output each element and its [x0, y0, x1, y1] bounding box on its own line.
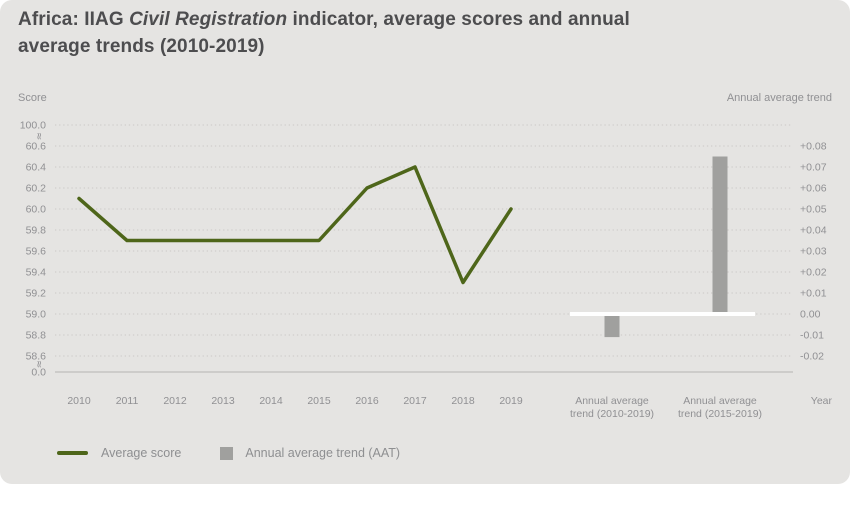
legend-line-swatch	[57, 451, 88, 455]
svg-text:59.8: 59.8	[26, 225, 47, 237]
svg-text:60.4: 60.4	[26, 162, 47, 174]
svg-text:+0.03: +0.03	[800, 246, 827, 258]
svg-text:≈: ≈	[33, 132, 44, 140]
svg-text:58.6: 58.6	[26, 351, 47, 363]
legend-aat-label: Annual average trend (AAT)	[245, 446, 401, 460]
title-prefix: Africa: IIAG	[18, 9, 130, 30]
svg-text:59.6: 59.6	[26, 246, 47, 258]
chart-plot-area: 100.0 60.6 60.4 60.2 60.0 59.8 59.6 59.4 59.2 59.…	[20, 120, 833, 421]
svg-text:58.8: 58.8	[26, 330, 47, 342]
chart-title: Africa: IIAG Civil Registration indicato…	[18, 6, 718, 60]
svg-text:+0.02: +0.02	[800, 267, 827, 279]
svg-text:-0.01: -0.01	[800, 330, 824, 342]
left-axis-caption: Score	[18, 92, 47, 104]
title-line2: average trends (2010-2019)	[18, 36, 265, 57]
svg-text:+0.08: +0.08	[800, 141, 827, 153]
svg-text:2011: 2011	[116, 395, 139, 407]
svg-text:100.0: 100.0	[20, 120, 46, 132]
svg-text:+0.06: +0.06	[800, 183, 827, 195]
svg-text:-0.02: -0.02	[800, 351, 824, 363]
title-suffix: indicator, average scores and annual	[287, 9, 630, 30]
svg-text:2013: 2013	[211, 395, 235, 407]
svg-text:2014: 2014	[259, 395, 283, 407]
svg-text:59.4: 59.4	[26, 267, 47, 279]
title-italic: Civil Registration	[129, 9, 288, 30]
legend: Average score Annual average trend (AAT)	[57, 444, 400, 462]
svg-text:60.0: 60.0	[26, 204, 47, 216]
svg-text:60.6: 60.6	[26, 141, 47, 153]
svg-text:2018: 2018	[451, 395, 475, 407]
svg-text:2015: 2015	[307, 395, 331, 407]
svg-text:+0.05: +0.05	[800, 204, 827, 216]
svg-text:+0.04: +0.04	[800, 225, 827, 237]
svg-text:2016: 2016	[355, 395, 379, 407]
svg-text:+0.01: +0.01	[800, 288, 827, 300]
svg-text:59.2: 59.2	[26, 288, 47, 300]
legend-bar-swatch	[220, 446, 234, 460]
svg-text:0.00: 0.00	[800, 309, 821, 321]
right-axis-caption: Annual average trend	[726, 92, 832, 104]
svg-text:+0.07: +0.07	[800, 162, 827, 174]
chart-card: Africa: IIAG Civil Registration indicato…	[0, 0, 850, 484]
svg-text:≈: ≈	[33, 360, 44, 368]
svg-text:2017: 2017	[403, 395, 427, 407]
legend-average-score-label: Average score	[101, 446, 182, 460]
svg-text:59.0: 59.0	[26, 309, 47, 321]
svg-text:2010: 2010	[67, 395, 91, 407]
svg-text:Year: Year	[811, 395, 833, 407]
svg-text:2012: 2012	[163, 395, 187, 407]
svg-text:60.2: 60.2	[26, 183, 47, 195]
svg-text:0.0: 0.0	[31, 367, 46, 379]
svg-text:2019: 2019	[499, 395, 523, 407]
